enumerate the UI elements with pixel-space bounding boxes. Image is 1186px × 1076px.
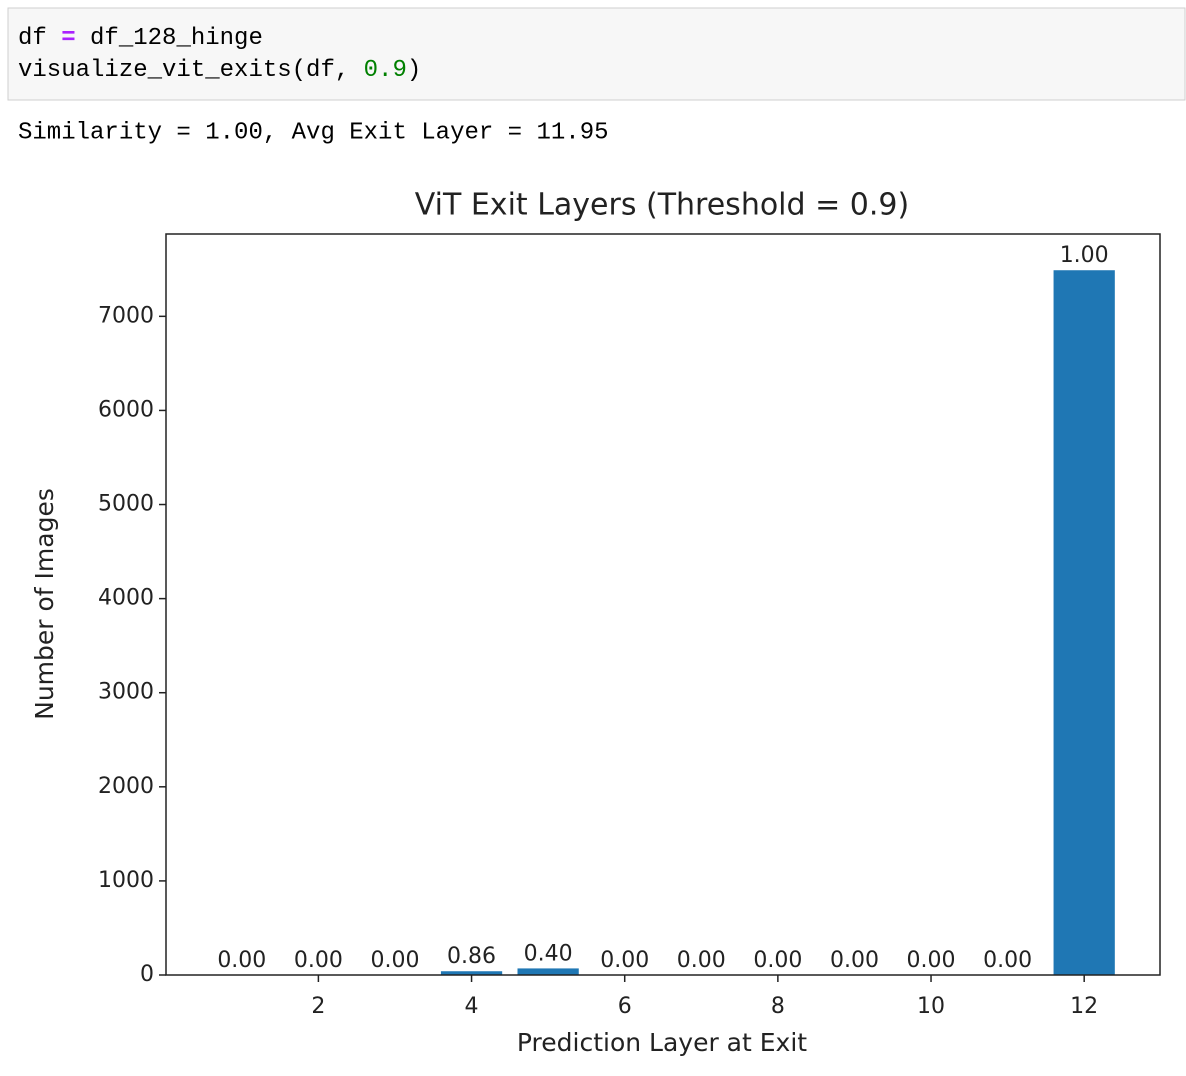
y-axis-label: Number of Images: [30, 488, 59, 720]
x-tick-label: 4: [465, 994, 479, 1019]
x-tick-label: 2: [311, 994, 325, 1019]
cell-output: Similarity = 1.00, Avg Exit Layer = 11.9…: [18, 119, 609, 146]
bar-label: 0.00: [677, 948, 726, 973]
x-tick-label: 8: [771, 994, 785, 1019]
bar-label: 0.00: [370, 948, 419, 973]
bar-label: 0.00: [983, 948, 1032, 973]
y-tick-label: 5000: [98, 492, 154, 517]
y-tick-label: 0: [140, 962, 154, 987]
y-tick-label: 6000: [98, 397, 154, 422]
y-tick-label: 2000: [98, 774, 154, 799]
x-tick-label: 12: [1070, 994, 1098, 1019]
x-tick-label: 6: [618, 994, 632, 1019]
code-line: df = df_128_hinge: [18, 25, 263, 52]
bar-label: 0.00: [753, 948, 802, 973]
y-tick-label: 7000: [98, 303, 154, 328]
bar-label: 0.00: [294, 948, 343, 973]
bar: [517, 968, 579, 975]
bar-label: 0.00: [217, 948, 266, 973]
bar-label: 0.00: [907, 948, 956, 973]
bar-label: 0.86: [447, 944, 496, 969]
bar-label: 0.00: [830, 948, 879, 973]
chart-title: ViT Exit Layers (Threshold = 0.9): [415, 188, 909, 223]
x-axis-label: Prediction Layer at Exit: [517, 1028, 807, 1057]
x-tick-label: 10: [917, 994, 945, 1019]
y-tick-label: 1000: [98, 868, 154, 893]
bar-label: 1.00: [1060, 243, 1109, 268]
bar: [440, 971, 503, 975]
code-cell[interactable]: [7, 7, 1186, 101]
code-line: visualize_vit_exits(df, 0.9): [18, 57, 421, 84]
bar-label: 0.40: [524, 941, 573, 966]
bar-label: 0.00: [600, 948, 649, 973]
bar: [1053, 270, 1115, 975]
code-token: visualize_vit_exits(df,: [18, 57, 364, 84]
y-tick-label: 4000: [98, 586, 154, 611]
plot-frame: [165, 233, 1161, 976]
code-token: df_128_hinge: [76, 25, 263, 52]
code-token: =: [61, 25, 75, 52]
code-token: df: [18, 25, 61, 52]
code-token: ): [407, 57, 421, 84]
code-token: 0.9: [364, 57, 407, 84]
y-tick-label: 3000: [98, 680, 154, 705]
